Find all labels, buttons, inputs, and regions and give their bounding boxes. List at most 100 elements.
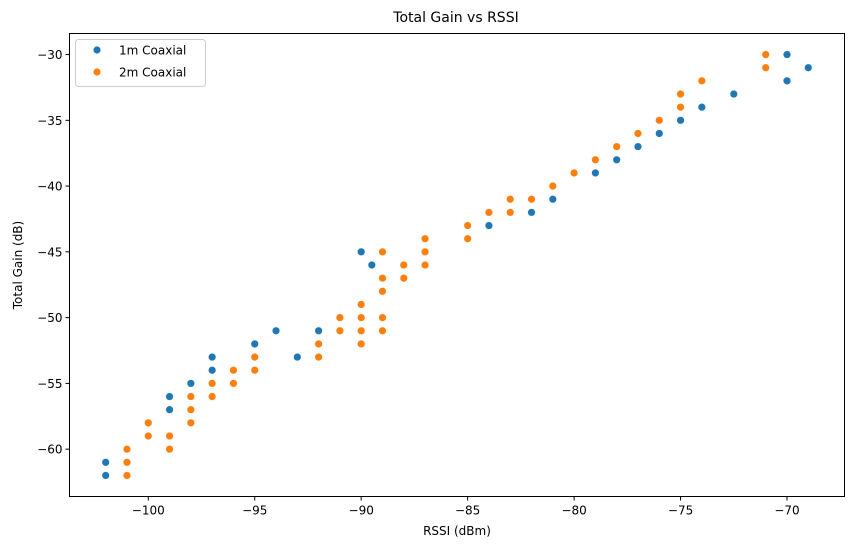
data-point-2m-coaxial xyxy=(250,366,259,375)
data-point-1m-coaxial xyxy=(367,261,376,270)
data-point-1m-coaxial xyxy=(729,90,738,99)
data-point-1m-coaxial xyxy=(101,471,110,480)
y-axis: −60 −55 −50 −45 −40 −35 −30 xyxy=(37,48,70,457)
data-point-1m-coaxial xyxy=(783,50,792,59)
data-point-2m-coaxial xyxy=(314,339,323,348)
x-tick-label: −100 xyxy=(132,504,165,518)
y-tick-label: −40 xyxy=(37,180,62,194)
data-point-2m-coaxial xyxy=(250,353,259,362)
data-point-2m-coaxial xyxy=(761,63,770,72)
data-point-2m-coaxial xyxy=(378,247,387,256)
data-point-2m-coaxial xyxy=(570,168,579,177)
data-point-2m-coaxial xyxy=(229,366,238,375)
data-point-2m-coaxial xyxy=(122,458,131,467)
data-point-1m-coaxial xyxy=(250,339,259,348)
data-point-1m-coaxial xyxy=(676,116,685,125)
data-point-2m-coaxial xyxy=(314,353,323,362)
data-point-1m-coaxial xyxy=(357,247,366,256)
x-tick-label: −85 xyxy=(455,504,480,518)
data-point-1m-coaxial xyxy=(697,103,706,112)
data-point-2m-coaxial xyxy=(463,234,472,243)
data-point-2m-coaxial xyxy=(186,418,195,427)
data-point-2m-coaxial xyxy=(378,313,387,322)
data-point-2m-coaxial xyxy=(144,418,153,427)
data-point-2m-coaxial xyxy=(186,405,195,414)
data-point-1m-coaxial xyxy=(208,353,217,362)
data-point-2m-coaxial xyxy=(421,234,430,243)
y-tick-label: −55 xyxy=(37,377,62,391)
data-point-2m-coaxial xyxy=(335,313,344,322)
chart-title: Total Gain vs RSSI xyxy=(392,10,518,26)
data-point-2m-coaxial xyxy=(463,221,472,230)
data-point-2m-coaxial xyxy=(378,287,387,296)
y-tick-label: −50 xyxy=(37,311,62,325)
axes-frame xyxy=(69,33,845,497)
y-tick-label: −30 xyxy=(37,48,62,62)
data-point-1m-coaxial xyxy=(612,155,621,164)
legend-marker-1m-coaxial xyxy=(93,46,101,54)
data-point-1m-coaxial xyxy=(783,76,792,85)
data-point-2m-coaxial xyxy=(229,379,238,388)
plot-area xyxy=(69,33,845,497)
data-point-2m-coaxial xyxy=(506,208,515,217)
x-tick-label: −95 xyxy=(242,504,267,518)
data-point-2m-coaxial xyxy=(548,182,557,191)
x-tick-label: −80 xyxy=(561,504,586,518)
x-axis-label: RSSI (dBm) xyxy=(423,524,491,538)
data-point-2m-coaxial xyxy=(165,431,174,440)
data-point-2m-coaxial xyxy=(208,379,217,388)
data-point-2m-coaxial xyxy=(357,339,366,348)
legend-label-1m-coaxial: 1m Coaxial xyxy=(119,44,186,58)
y-tick-label: −60 xyxy=(37,443,62,457)
x-tick-label: −75 xyxy=(668,504,693,518)
data-point-2m-coaxial xyxy=(165,445,174,454)
data-point-2m-coaxial xyxy=(335,326,344,335)
legend: 1m Coaxial 2m Coaxial xyxy=(75,39,206,87)
data-point-1m-coaxial xyxy=(655,129,664,138)
data-point-2m-coaxial xyxy=(655,116,664,125)
data-point-2m-coaxial xyxy=(357,326,366,335)
data-point-2m-coaxial xyxy=(357,313,366,322)
data-point-2m-coaxial xyxy=(378,326,387,335)
data-point-1m-coaxial xyxy=(186,379,195,388)
data-point-1m-coaxial xyxy=(804,63,813,72)
y-tick-label: −35 xyxy=(37,114,62,128)
data-point-1m-coaxial xyxy=(484,221,493,230)
data-point-1m-coaxial xyxy=(293,353,302,362)
data-point-1m-coaxial xyxy=(527,208,536,217)
data-point-2m-coaxial xyxy=(378,274,387,283)
data-point-1m-coaxial xyxy=(633,142,642,151)
data-point-2m-coaxial xyxy=(633,129,642,138)
data-point-2m-coaxial xyxy=(697,76,706,85)
data-point-2m-coaxial xyxy=(122,471,131,480)
data-point-1m-coaxial xyxy=(101,458,110,467)
data-point-1m-coaxial xyxy=(591,168,600,177)
data-point-1m-coaxial xyxy=(165,392,174,401)
y-axis-label: Total Gain (dB) xyxy=(11,221,25,310)
y-tick-label: −45 xyxy=(37,245,62,259)
data-point-1m-coaxial xyxy=(272,326,281,335)
data-point-2m-coaxial xyxy=(591,155,600,164)
legend-marker-2m-coaxial xyxy=(93,68,101,76)
data-point-2m-coaxial xyxy=(399,274,408,283)
x-tick-label: −90 xyxy=(349,504,374,518)
data-point-2m-coaxial xyxy=(208,392,217,401)
data-point-2m-coaxial xyxy=(676,103,685,112)
data-point-2m-coaxial xyxy=(484,208,493,217)
data-point-2m-coaxial xyxy=(399,261,408,270)
data-point-2m-coaxial xyxy=(144,431,153,440)
data-point-2m-coaxial xyxy=(527,195,536,204)
legend-label-2m-coaxial: 2m Coaxial xyxy=(119,66,186,80)
data-point-2m-coaxial xyxy=(421,247,430,256)
data-point-2m-coaxial xyxy=(761,50,770,59)
x-tick-label: −70 xyxy=(774,504,799,518)
data-point-1m-coaxial xyxy=(314,326,323,335)
data-point-2m-coaxial xyxy=(122,445,131,454)
data-point-2m-coaxial xyxy=(676,90,685,99)
data-point-2m-coaxial xyxy=(506,195,515,204)
data-point-2m-coaxial xyxy=(186,392,195,401)
data-point-1m-coaxial xyxy=(548,195,557,204)
legend-box xyxy=(75,39,206,87)
